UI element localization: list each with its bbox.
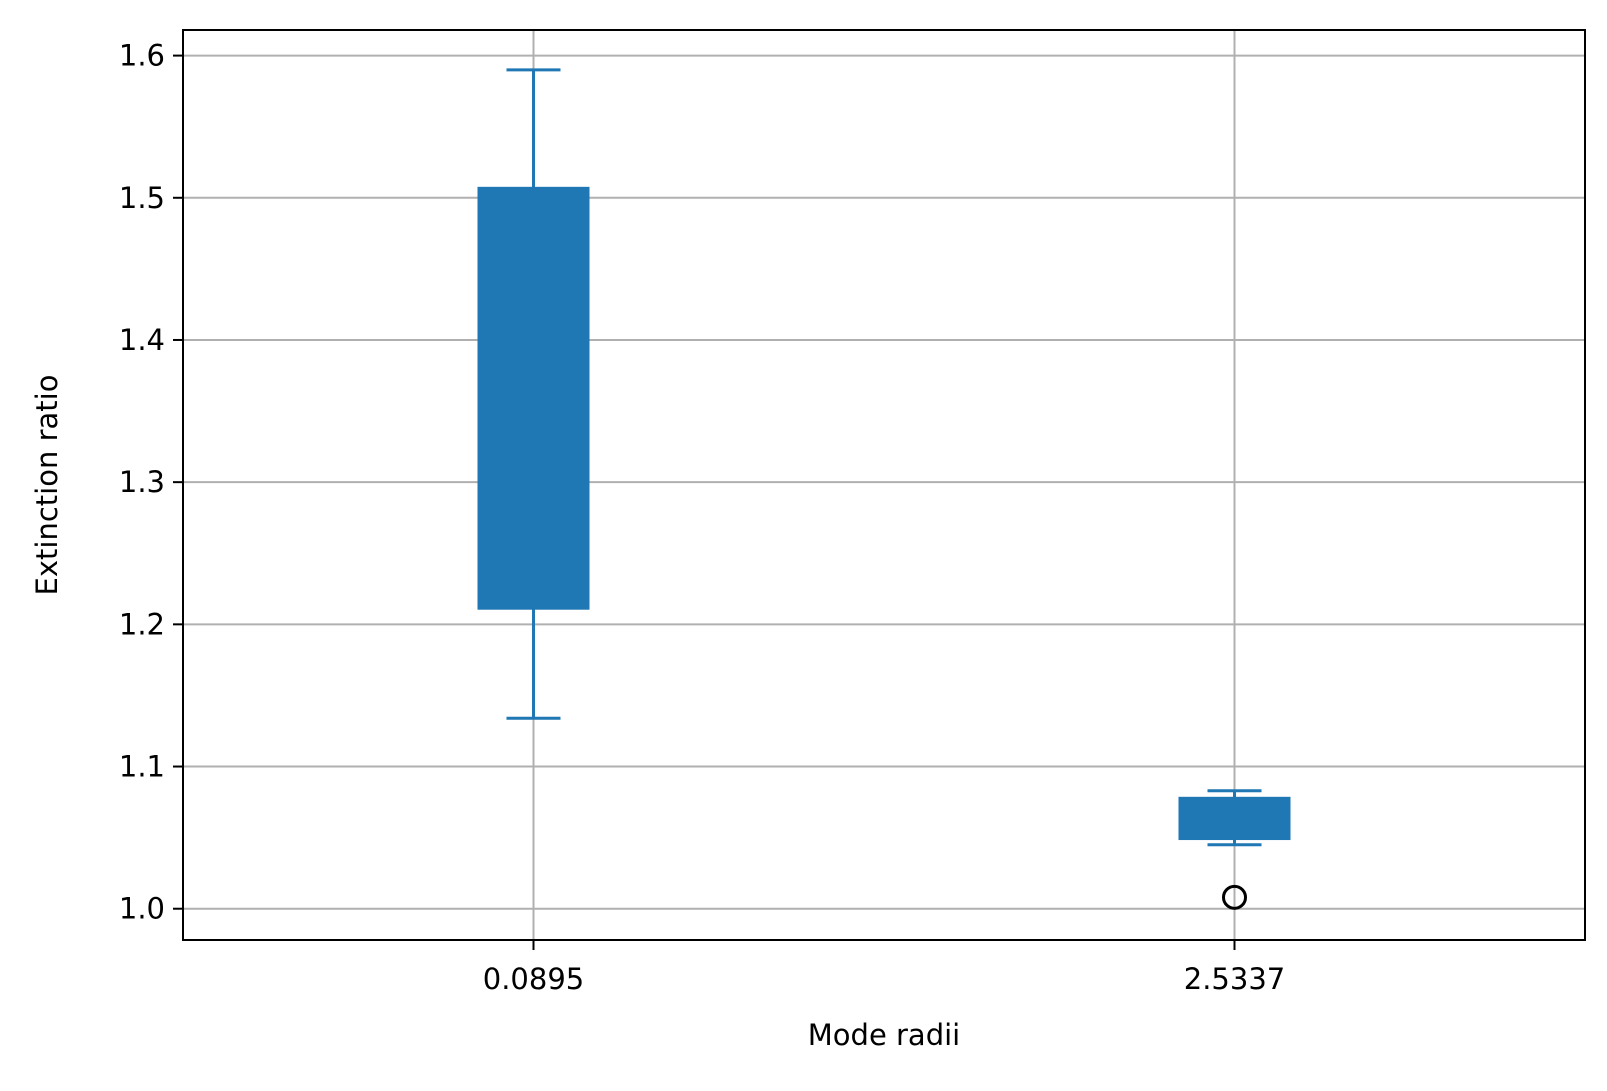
x-tick-label: 2.5337 <box>1184 962 1285 996</box>
x-tick-label: 0.0895 <box>483 962 584 996</box>
axis-ticks: 1.0 1.1 1.2 1.3 1.4 1.5 1.6 0.0895 2.5337 <box>119 39 1285 996</box>
y-tick-label: 1.5 <box>119 181 165 215</box>
y-tick-label: 1.0 <box>119 892 165 926</box>
y-tick-label: 1.1 <box>119 750 165 784</box>
box-body <box>477 186 590 610</box>
x-axis-label: Mode radii <box>808 1018 960 1052</box>
box-body <box>1178 796 1291 841</box>
box-series <box>477 68 1291 910</box>
y-tick-label: 1.4 <box>119 323 165 357</box>
outlier-point <box>1222 884 1247 910</box>
y-tick-label: 1.6 <box>119 39 165 73</box>
grid-lines <box>183 30 1585 940</box>
y-tick-label: 1.2 <box>119 607 165 641</box>
plot-frame <box>182 29 1586 941</box>
y-tick-label: 1.3 <box>119 465 165 499</box>
y-axis-label: Extinction ratio <box>30 375 64 596</box>
